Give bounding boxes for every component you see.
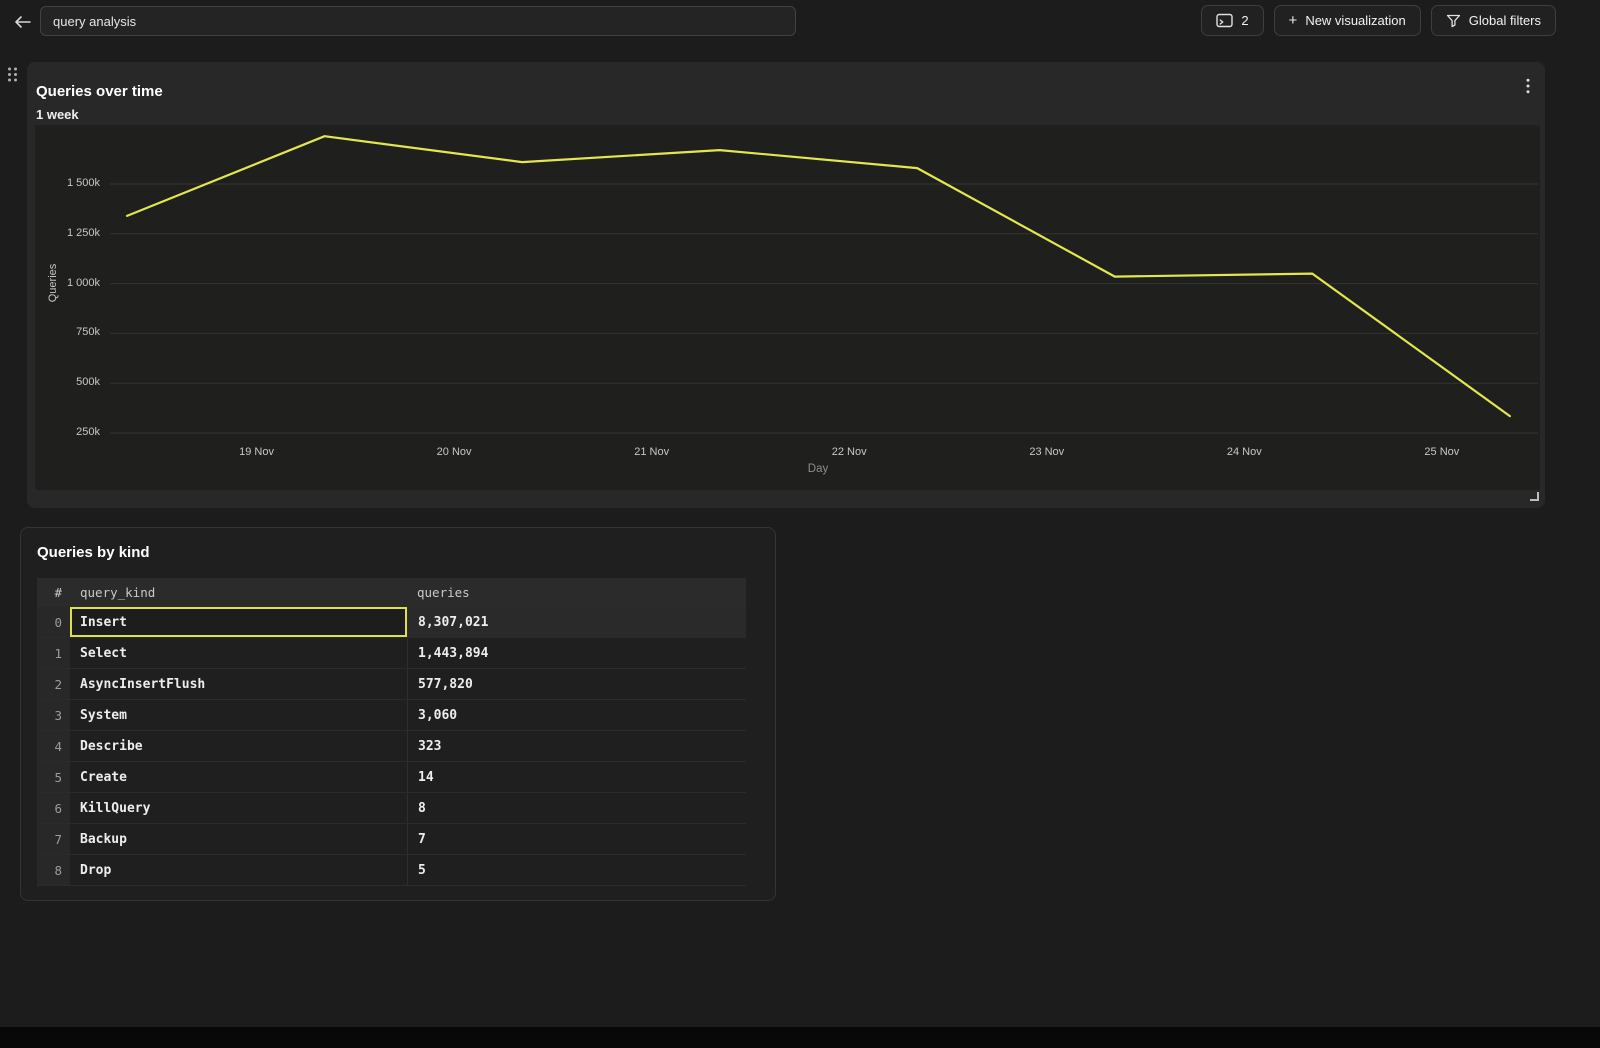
table-row: 1 Select 1,443,894 bbox=[37, 638, 746, 669]
x-tick-label: 21 Nov bbox=[634, 446, 670, 458]
row-index: 8 bbox=[37, 855, 70, 885]
table-row: 0 Insert 8,307,021 bbox=[37, 607, 746, 638]
table-row: 4 Describe 323 bbox=[37, 731, 746, 762]
new-visualization-label: New visualization bbox=[1305, 13, 1406, 28]
query-kind-cell[interactable]: System bbox=[80, 707, 127, 723]
x-tick-label: 22 Nov bbox=[831, 446, 867, 458]
console-tabs-count: 2 bbox=[1241, 13, 1249, 28]
column-header: query_kind bbox=[80, 585, 156, 600]
row-index: 7 bbox=[37, 824, 70, 854]
row-index: 2 bbox=[37, 669, 70, 699]
table-row: 5 Create 14 bbox=[37, 762, 746, 793]
query-kind-cell[interactable]: Insert bbox=[70, 607, 407, 637]
column-header: queries bbox=[417, 585, 470, 600]
filter-icon bbox=[1446, 14, 1461, 28]
y-tick-label: 250k bbox=[76, 426, 100, 438]
table-panel: Queries by kind # query_kind queries 0 Inser… bbox=[20, 527, 776, 901]
query-kind-cell[interactable]: Drop bbox=[80, 862, 112, 878]
y-tick-label: 1 250k bbox=[66, 226, 100, 239]
queries-count-cell[interactable]: 577,820 bbox=[407, 669, 746, 699]
query-kind-cell[interactable]: Select bbox=[80, 645, 127, 661]
x-tick-label: 20 Nov bbox=[436, 446, 472, 458]
table-row: 8 Drop 5 bbox=[37, 855, 746, 886]
x-axis-title: Day bbox=[807, 463, 829, 475]
row-index: 5 bbox=[37, 762, 70, 792]
row-index: 0 bbox=[37, 607, 70, 637]
chart-panel-subtitle: 1 week bbox=[36, 107, 79, 122]
table-header-row: # query_kind queries bbox=[37, 578, 746, 607]
arrow-left-icon bbox=[14, 15, 32, 29]
row-index: 1 bbox=[37, 638, 70, 668]
chart-panel-menu-button[interactable] bbox=[1519, 76, 1537, 96]
panel-drag-handle-icon[interactable] bbox=[6, 66, 19, 83]
x-tick-label: 23 Nov bbox=[1029, 446, 1065, 458]
chart-panel: Queries over time 1 week Queries Day 250… bbox=[27, 62, 1545, 508]
y-tick-label: 1 000k bbox=[66, 276, 100, 289]
query-kind-cell[interactable]: Create bbox=[80, 769, 127, 785]
row-index: 4 bbox=[37, 731, 70, 761]
y-tick-label: 500k bbox=[76, 376, 100, 389]
y-tick-label: 1 500k bbox=[66, 177, 100, 189]
queries-count-cell[interactable]: 5 bbox=[407, 855, 746, 885]
table-row: 7 Backup 7 bbox=[37, 824, 746, 855]
new-visualization-button[interactable]: + New visualization bbox=[1273, 5, 1421, 36]
window-bottom-edge bbox=[0, 1027, 1600, 1048]
dashboard-title-input[interactable] bbox=[40, 6, 796, 36]
chart-panel-title: Queries over time bbox=[36, 83, 163, 100]
table-row: 6 KillQuery 8 bbox=[37, 793, 746, 824]
table-row: 2 AsyncInsertFlush 577,820 bbox=[37, 669, 746, 700]
topbar-actions: 2 + New visualization Global filters bbox=[1201, 5, 1556, 36]
query-kind-cell[interactable]: Backup bbox=[80, 831, 127, 847]
queries-series-line bbox=[125, 135, 1512, 418]
queries-by-kind-table: # query_kind queries 0 Insert 8,307,021 1 Selec… bbox=[37, 578, 746, 886]
queries-count-cell[interactable]: 3,060 bbox=[407, 700, 746, 730]
column-header: # bbox=[37, 578, 70, 607]
global-filters-button[interactable]: Global filters bbox=[1430, 5, 1556, 36]
query-kind-cell[interactable]: AsyncInsertFlush bbox=[80, 676, 206, 692]
table-panel-title: Queries by kind bbox=[37, 544, 150, 561]
row-index: 6 bbox=[37, 793, 70, 823]
row-index: 3 bbox=[37, 700, 70, 730]
x-tick-label: 24 Nov bbox=[1226, 446, 1262, 458]
query-kind-cell[interactable]: Describe bbox=[80, 738, 143, 754]
kebab-menu-icon bbox=[1526, 78, 1530, 94]
line-chart-canvas bbox=[110, 135, 1538, 434]
x-tick-label: 19 Nov bbox=[239, 446, 274, 458]
x-tick-label: 25 Nov bbox=[1424, 446, 1460, 458]
console-tabs-button[interactable]: 2 bbox=[1201, 5, 1264, 36]
chart-plot: Queries Day 250k 500k 750k 1 000k 1 250k 1 50… bbox=[35, 125, 1540, 490]
console-icon bbox=[1216, 13, 1234, 28]
queries-count-cell[interactable]: 1,443,894 bbox=[407, 638, 746, 668]
table-row: 3 System 3,060 bbox=[37, 700, 746, 731]
queries-count-cell[interactable]: 8,307,021 bbox=[407, 607, 746, 637]
queries-count-cell[interactable]: 323 bbox=[407, 731, 746, 761]
panel-resize-handle[interactable] bbox=[1530, 492, 1539, 501]
queries-count-cell[interactable]: 7 bbox=[407, 824, 746, 854]
plus-icon: + bbox=[1288, 12, 1298, 29]
query-kind-cell[interactable]: KillQuery bbox=[80, 800, 151, 816]
queries-count-cell[interactable]: 14 bbox=[407, 762, 746, 792]
queries-count-cell[interactable]: 8 bbox=[407, 793, 746, 823]
y-tick-label: 750k bbox=[76, 326, 100, 339]
topbar: 2 + New visualization Global filters bbox=[0, 0, 1600, 44]
global-filters-label: Global filters bbox=[1468, 13, 1541, 28]
back-button[interactable] bbox=[10, 9, 36, 35]
